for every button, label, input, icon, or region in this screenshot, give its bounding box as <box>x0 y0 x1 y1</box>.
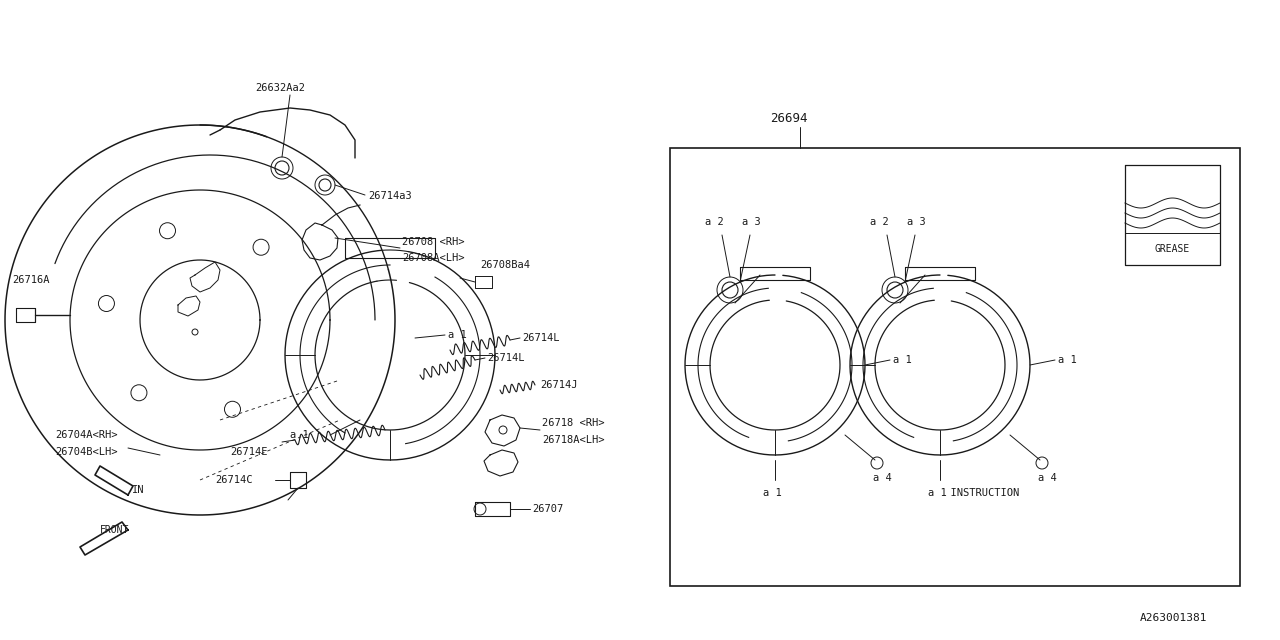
Text: a 2: a 2 <box>870 217 888 227</box>
Text: GREASE: GREASE <box>1155 244 1190 254</box>
Text: a 1: a 1 <box>893 355 911 365</box>
Text: a 1: a 1 <box>448 330 467 340</box>
Text: a 2: a 2 <box>705 217 723 227</box>
Text: 26704A<RH>: 26704A<RH> <box>55 430 118 440</box>
Text: a 1: a 1 <box>928 488 947 498</box>
Text: 26704B<LH>: 26704B<LH> <box>55 447 118 457</box>
Text: a 1: a 1 <box>763 488 782 498</box>
Text: 26718A<LH>: 26718A<LH> <box>541 435 604 445</box>
Text: A263001381: A263001381 <box>1140 613 1207 623</box>
Text: 26708A<LH>: 26708A<LH> <box>402 253 465 263</box>
Text: a 1: a 1 <box>291 430 308 440</box>
Text: a 1: a 1 <box>1059 355 1076 365</box>
Text: 26714C: 26714C <box>215 475 252 485</box>
Text: a 3: a 3 <box>742 217 760 227</box>
Text: 26714a3: 26714a3 <box>369 191 412 201</box>
Text: 26694: 26694 <box>771 111 808 125</box>
Text: a 4: a 4 <box>873 473 892 483</box>
Text: 26714L: 26714L <box>486 353 525 363</box>
Text: 26718 <RH>: 26718 <RH> <box>541 418 604 428</box>
Text: 26708 <RH>: 26708 <RH> <box>402 237 465 247</box>
Text: IN: IN <box>132 485 145 495</box>
Text: FRONT: FRONT <box>100 525 129 535</box>
Text: a 3: a 3 <box>908 217 925 227</box>
Text: 26714J: 26714J <box>540 380 577 390</box>
Text: INSTRUCTION: INSTRUCTION <box>938 488 1019 498</box>
Text: a 4: a 4 <box>1038 473 1057 483</box>
Text: 26714L: 26714L <box>522 333 559 343</box>
Text: 26708Ba4: 26708Ba4 <box>480 260 530 270</box>
Text: 26707: 26707 <box>532 504 563 514</box>
Text: 26716A: 26716A <box>12 275 50 285</box>
Text: 26632Aa2: 26632Aa2 <box>255 83 305 93</box>
Text: 26714E: 26714E <box>230 447 268 457</box>
